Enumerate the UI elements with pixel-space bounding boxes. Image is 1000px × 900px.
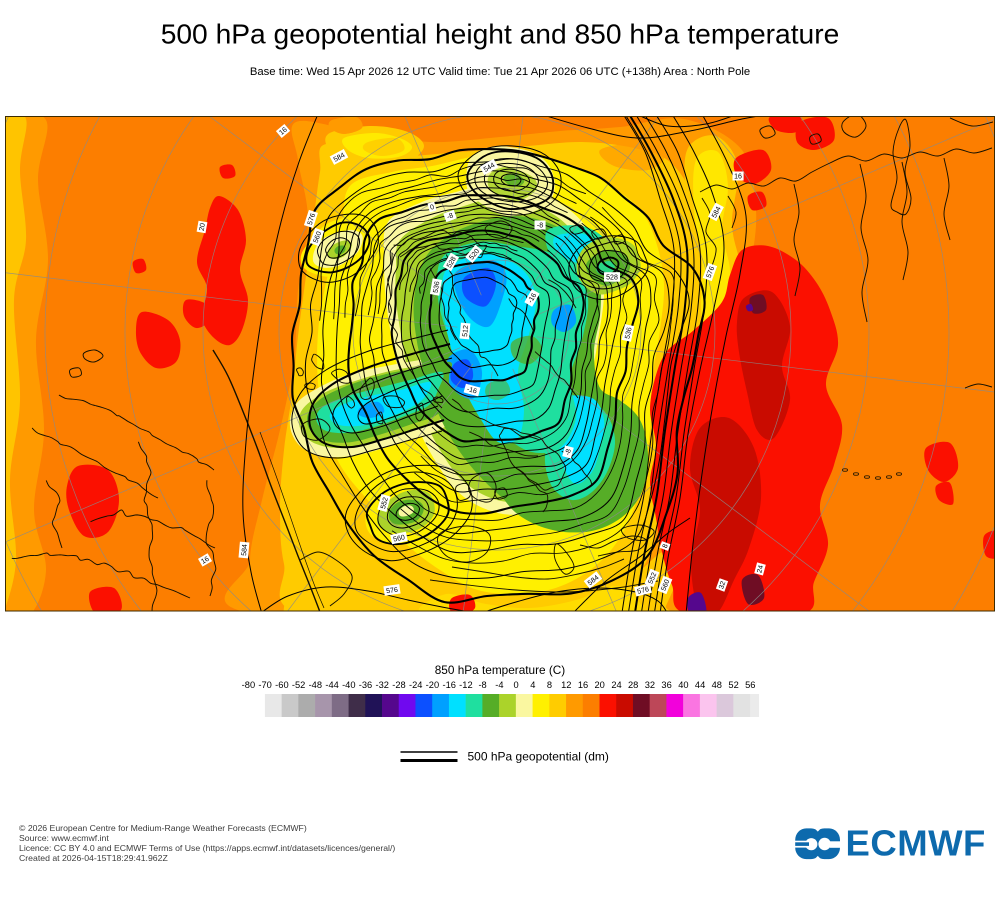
svg-text:584: 584 xyxy=(333,152,347,164)
svg-text:500 hPa geopotential (dm): 500 hPa geopotential (dm) xyxy=(468,750,609,764)
svg-text:560: 560 xyxy=(660,579,671,593)
svg-text:-36: -36 xyxy=(359,680,372,690)
svg-text:20: 20 xyxy=(199,223,207,232)
svg-text:560: 560 xyxy=(393,534,406,543)
svg-text:-16: -16 xyxy=(466,386,478,395)
svg-text:-80: -80 xyxy=(242,680,255,690)
svg-text:576: 576 xyxy=(706,266,717,279)
svg-text:8: 8 xyxy=(547,680,552,690)
svg-text:528: 528 xyxy=(446,256,458,270)
svg-text:-16: -16 xyxy=(442,680,455,690)
svg-text:-24: -24 xyxy=(409,680,422,690)
svg-text:528: 528 xyxy=(606,275,618,282)
svg-text:24: 24 xyxy=(756,564,765,573)
svg-text:-8: -8 xyxy=(565,448,573,456)
svg-text:-28: -28 xyxy=(392,680,405,690)
svg-text:40: 40 xyxy=(678,680,688,690)
svg-text:850 hPa temperature (C): 850 hPa temperature (C) xyxy=(435,663,566,677)
svg-text:-4: -4 xyxy=(495,680,503,690)
svg-text:Source: www.ecmwf.int: Source: www.ecmwf.int xyxy=(19,833,109,843)
svg-text:512: 512 xyxy=(462,325,470,337)
svg-text:-20: -20 xyxy=(426,680,439,690)
svg-text:-44: -44 xyxy=(325,680,338,690)
svg-text:536: 536 xyxy=(624,327,633,340)
svg-text:-8: -8 xyxy=(537,222,543,229)
svg-text:500 hPa geopotential height an: 500 hPa geopotential height and 850 hPa … xyxy=(161,18,840,50)
svg-text:48: 48 xyxy=(712,680,722,690)
svg-text:32: 32 xyxy=(718,580,727,590)
svg-text:584: 584 xyxy=(711,206,723,220)
svg-text:-8: -8 xyxy=(478,680,486,690)
svg-text:-52: -52 xyxy=(292,680,305,690)
svg-text:-32: -32 xyxy=(375,680,388,690)
svg-text:-12: -12 xyxy=(459,680,472,690)
svg-text:0: 0 xyxy=(429,204,435,212)
svg-text:16: 16 xyxy=(200,556,210,566)
svg-text:-40: -40 xyxy=(342,680,355,690)
svg-text:16: 16 xyxy=(734,173,742,180)
svg-text:ECMWF: ECMWF xyxy=(846,823,986,864)
svg-text:52: 52 xyxy=(728,680,738,690)
svg-text:Base time: Wed 15 Apr 2026 12: Base time: Wed 15 Apr 2026 12 UTC Valid … xyxy=(250,66,750,78)
svg-text:8: 8 xyxy=(662,543,670,549)
svg-text:-60: -60 xyxy=(275,680,288,690)
svg-text:44: 44 xyxy=(695,680,705,690)
svg-text:16: 16 xyxy=(278,126,289,136)
svg-text:576: 576 xyxy=(386,587,399,596)
svg-text:16: 16 xyxy=(578,680,588,690)
svg-text:12: 12 xyxy=(561,680,571,690)
svg-text:-70: -70 xyxy=(258,680,271,690)
svg-text:32: 32 xyxy=(645,680,655,690)
svg-text:Licence: CC BY 4.0 and ECMWF T: Licence: CC BY 4.0 and ECMWF Terms of Us… xyxy=(19,843,395,853)
svg-text:Created at 2026-04-15T18:29:41: Created at 2026-04-15T18:29:41.962Z xyxy=(19,853,168,863)
svg-text:576: 576 xyxy=(307,213,317,226)
svg-text:576: 576 xyxy=(637,586,650,596)
svg-text:560: 560 xyxy=(313,231,324,244)
svg-text:544: 544 xyxy=(483,162,497,174)
svg-text:© 2026 European Centre for Med: © 2026 European Centre for Medium-Range … xyxy=(19,823,307,833)
svg-text:552: 552 xyxy=(380,497,390,510)
svg-text:20: 20 xyxy=(595,680,605,690)
svg-text:4: 4 xyxy=(530,680,535,690)
svg-text:36: 36 xyxy=(661,680,671,690)
svg-text:0: 0 xyxy=(514,680,519,690)
svg-text:-48: -48 xyxy=(309,680,322,690)
svg-text:552: 552 xyxy=(647,572,658,586)
svg-text:24: 24 xyxy=(611,680,621,690)
svg-text:56: 56 xyxy=(745,680,755,690)
svg-text:-16: -16 xyxy=(527,292,538,304)
svg-text:536: 536 xyxy=(433,281,442,294)
svg-text:584: 584 xyxy=(241,544,249,556)
svg-text:28: 28 xyxy=(628,680,638,690)
svg-text:-8: -8 xyxy=(446,212,454,221)
